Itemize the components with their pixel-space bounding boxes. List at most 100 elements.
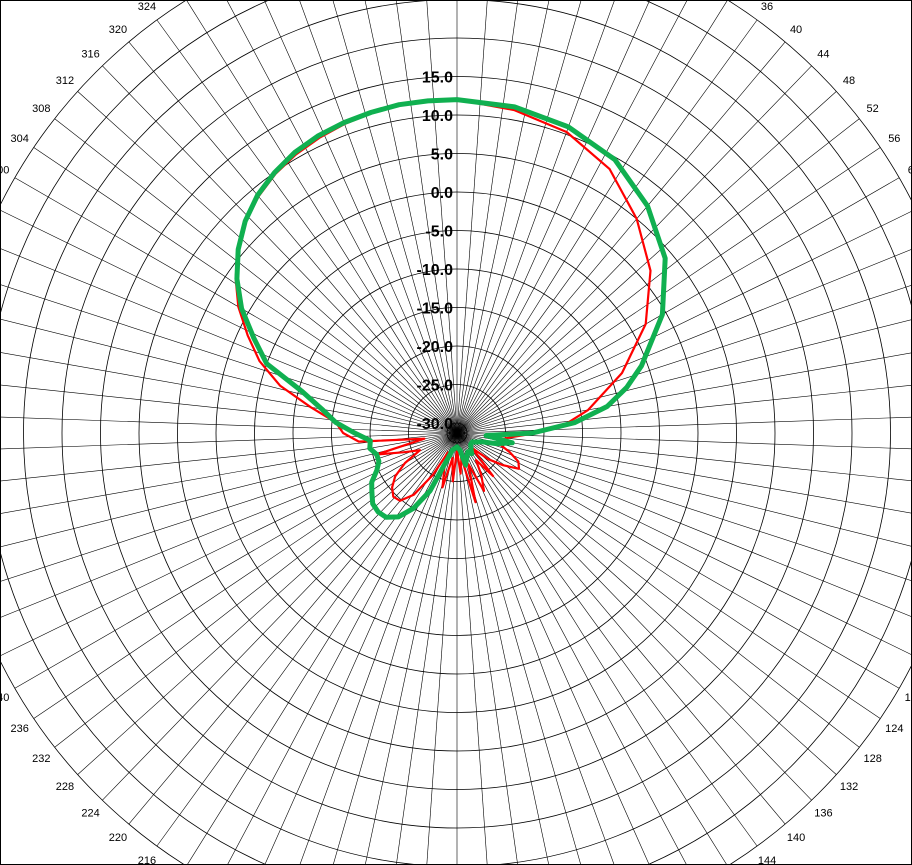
angular-spoke [456,91,837,434]
radial-ring [215,191,699,675]
angular-spoke [456,432,911,514]
angular-spoke [128,432,458,825]
radial-tick-label: -20.0 [417,339,454,356]
angle-tick-label: 36 [761,1,773,13]
angle-tick-label: 40 [790,24,802,36]
angular-spoke [156,432,458,847]
angle-tick-label: 324 [138,1,156,13]
angle-tick-label: 48 [843,75,855,87]
angular-spoke [1,210,458,434]
angular-spoke [1,318,458,434]
angular-spoke [456,249,911,434]
angular-spoke [54,118,458,434]
angular-spoke [456,285,911,434]
angular-spoke [128,41,458,434]
angle-tick-label: 304 [11,133,29,145]
angle-tick-label: 216 [138,855,156,864]
angular-spoke [456,1,615,434]
angle-tick-label: 240 [1,692,9,704]
angular-spoke [456,432,758,847]
angular-spoke [456,1,650,434]
angular-spoke [1,384,458,434]
angular-spoke [456,352,911,434]
angular-spoke [456,416,911,434]
angular-spoke [456,432,488,864]
radial-tick-label: -30.0 [417,416,454,433]
angular-spoke [426,432,458,864]
angular-spoke [456,432,881,719]
angular-spoke [456,118,860,434]
angular-spoke [456,1,688,434]
angle-tick-label: 236 [11,723,29,735]
angular-spoke [102,432,458,801]
angular-spoke [333,432,458,864]
angular-spoke [456,1,488,434]
angular-spoke [364,1,458,434]
angular-spoke [14,177,458,434]
radial-ring [292,268,622,598]
angular-spoke [456,177,900,434]
series-layer [234,97,668,520]
angular-spoke [456,432,615,864]
angular-spoke [456,432,687,864]
radial-ring [100,76,814,790]
angular-spoke [77,432,458,775]
angular-spoke [264,1,458,434]
angular-spoke [456,432,727,864]
angular-spoke [264,432,458,864]
radial-tick-label: 0.0 [431,185,453,202]
angular-spoke [456,41,786,434]
angular-spoke [396,432,458,864]
angle-tick-label: 312 [56,75,74,87]
radial-ring [446,422,468,444]
angle-tick-label: 228 [56,781,74,793]
radial-ring [23,1,891,864]
angular-spoke [1,432,458,656]
angular-spoke [186,1,458,434]
angular-spoke [332,1,458,434]
angular-spoke [156,19,458,434]
angle-tick-label: 56 [888,133,900,145]
angle-tick-label: 124 [885,723,903,735]
angular-spoke [456,432,911,450]
angular-spoke [1,416,458,434]
angular-spoke [456,432,650,864]
angular-spoke [1,432,458,514]
angle-tick-label: 220 [109,832,127,844]
angular-spoke [456,1,550,434]
angular-spoke [456,147,881,434]
angle-tick-label: 140 [787,832,805,844]
angular-spoke [456,432,581,864]
radial-tick-labels: -30.0 -25.0 -20.0 -15.0 -10.0 -5.0 0.0 5.0 10.0 1… [417,70,454,434]
angle-tick-label: 136 [814,807,832,819]
angular-spoke [226,1,458,434]
angle-tick-label: 44 [817,49,829,61]
angular-spoke [456,432,911,547]
angle-tick-label: 132 [840,781,858,793]
angular-spoke [102,65,458,434]
angular-spoke [456,319,911,434]
angular-spoke [1,248,458,434]
angle-tick-label: 144 [758,855,776,864]
angular-spoke [456,432,911,482]
radial-ring [177,153,737,713]
radial-tick-label: 15.0 [422,70,453,87]
angular-spoke [299,1,458,434]
angular-spoke [33,147,458,434]
angular-spoke [456,1,728,434]
angular-spoke [456,432,786,825]
angular-spoke [1,432,458,618]
radial-ring [61,37,853,829]
radial-ring [369,345,545,521]
angular-spoke [456,432,812,801]
angle-tick-label: 52 [867,103,879,115]
angular-spoke [1,352,458,434]
angle-tick-label: 320 [109,24,127,36]
angular-spoke [456,384,911,434]
radial-tick-label: 5.0 [431,147,453,164]
angular-spoke [1,432,458,450]
angular-spoke [395,1,458,434]
